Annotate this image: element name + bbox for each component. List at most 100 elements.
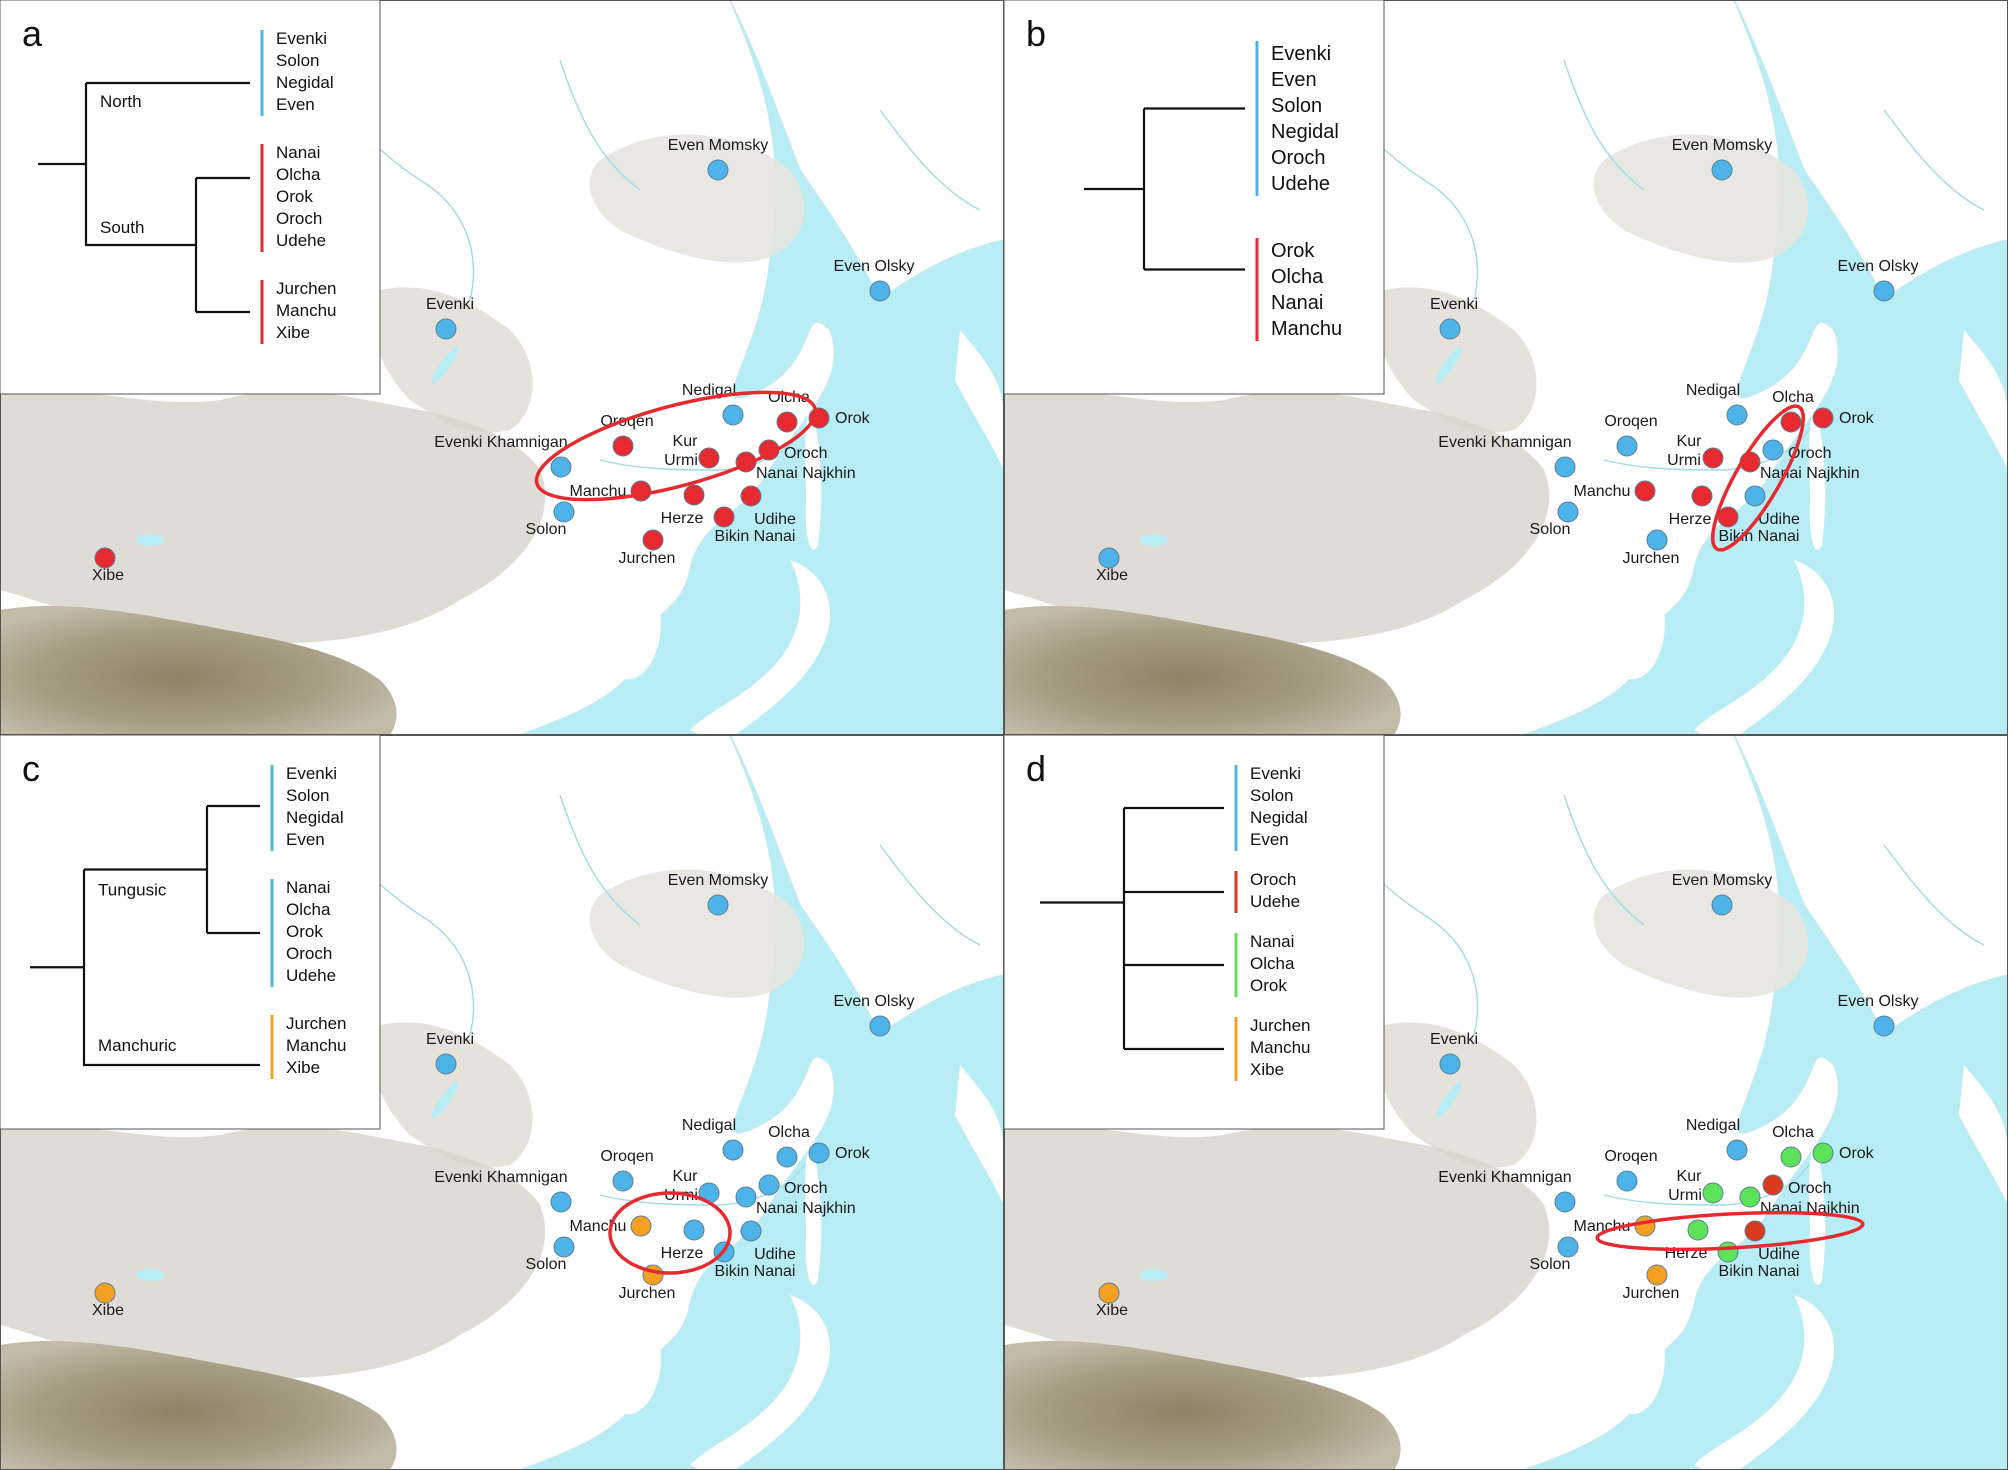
site-marker[interactable] [1717, 506, 1739, 528]
site-marker[interactable] [1726, 404, 1748, 426]
site-label: Evenki Khamnigan [434, 434, 567, 451]
clade-member-label: Solon [1271, 95, 1322, 117]
clade-member-label: Manchu [1250, 1038, 1310, 1057]
site-marker[interactable] [94, 547, 116, 569]
site-label: Oroch [1788, 445, 1832, 462]
site-marker[interactable] [1691, 485, 1713, 507]
site-marker[interactable] [642, 529, 664, 551]
mountains-tibet [0, 1340, 397, 1470]
site-marker[interactable] [1780, 411, 1802, 433]
site-marker[interactable] [1634, 1215, 1656, 1237]
site-marker[interactable] [1646, 1264, 1668, 1286]
site-marker[interactable] [630, 1215, 652, 1237]
site-marker[interactable] [1557, 501, 1579, 523]
mountains-tibet [1004, 605, 1401, 735]
highland-plateau [0, 1125, 546, 1379]
site-marker[interactable] [1634, 480, 1656, 502]
site-marker[interactable] [1726, 1139, 1748, 1161]
site-marker[interactable] [553, 1236, 575, 1258]
site-marker[interactable] [1554, 1191, 1576, 1213]
site-marker[interactable] [776, 411, 798, 433]
site-marker[interactable] [722, 404, 744, 426]
site-marker[interactable] [1873, 280, 1895, 302]
site-label: Kur [1677, 433, 1703, 450]
site-marker[interactable] [1762, 439, 1784, 461]
site-marker[interactable] [1702, 447, 1724, 469]
site-label: Evenki [426, 296, 474, 313]
clade-member-label: Jurchen [276, 279, 336, 298]
site-marker[interactable] [550, 456, 572, 478]
site-label: Herze [661, 510, 704, 527]
site-marker[interactable] [1554, 456, 1576, 478]
site-label: Jurchen [619, 550, 676, 567]
highland-verkhoyansk [589, 869, 805, 998]
panel-c: Even Momsky Even Olsky Evenki Nedigal Olcha O… [0, 735, 1004, 1470]
clade-member-label: Evenki [1250, 764, 1301, 783]
phylogeny-inset: c Evenki Solon Negidal Even Nanai Olcha Orok Oro… [0, 735, 381, 1130]
site-marker[interactable] [1744, 485, 1766, 507]
site-marker[interactable] [758, 1174, 780, 1196]
site-marker[interactable] [683, 1219, 705, 1241]
site-label: Solon [526, 1256, 567, 1273]
site-marker[interactable] [1557, 1236, 1579, 1258]
site-marker[interactable] [776, 1146, 798, 1168]
site-marker[interactable] [612, 435, 634, 457]
site-marker[interactable] [435, 318, 457, 340]
site-marker[interactable] [722, 1139, 744, 1161]
site-marker[interactable] [1873, 1015, 1895, 1037]
panel-letter: b [1026, 13, 1046, 54]
site-marker[interactable] [869, 1015, 891, 1037]
site-marker[interactable] [869, 280, 891, 302]
site-marker[interactable] [1098, 547, 1120, 569]
site-marker[interactable] [1702, 1182, 1724, 1204]
site-marker[interactable] [94, 1282, 116, 1304]
land-northeast [1733, 735, 2008, 1037]
site-marker[interactable] [707, 159, 729, 181]
site-label: Manchu [570, 1218, 627, 1235]
site-marker[interactable] [1616, 435, 1638, 457]
highland-plateau [0, 390, 546, 644]
site-marker[interactable] [1439, 1053, 1461, 1075]
site-marker[interactable] [1739, 1186, 1761, 1208]
site-label: Evenki [1430, 1031, 1478, 1048]
site-label: Xibe [92, 1302, 124, 1319]
site-marker[interactable] [707, 894, 729, 916]
clade-member-label: Orok [1271, 240, 1315, 262]
site-marker[interactable] [713, 506, 735, 528]
site-marker[interactable] [698, 447, 720, 469]
site-marker[interactable] [1687, 1219, 1709, 1241]
river-line [879, 109, 981, 211]
site-marker[interactable] [612, 1170, 634, 1192]
site-marker[interactable] [630, 480, 652, 502]
peninsula-korea [1615, 560, 1665, 680]
site-marker[interactable] [1646, 529, 1668, 551]
site-marker[interactable] [550, 1191, 572, 1213]
site-label: Bikin Nanai [715, 1263, 796, 1280]
clade-member-label: Oroch [276, 209, 322, 228]
site-label: Solon [1530, 1256, 1571, 1273]
clade-member-label: Olcha [286, 900, 331, 919]
site-label: Evenki Khamnigan [434, 1169, 567, 1186]
site-marker[interactable] [1717, 1241, 1739, 1263]
site-label: Oroqen [1604, 1148, 1657, 1165]
site-marker[interactable] [1616, 1170, 1638, 1192]
site-marker[interactable] [1098, 1282, 1120, 1304]
site-marker[interactable] [1762, 1174, 1784, 1196]
site-marker[interactable] [1711, 894, 1733, 916]
site-marker[interactable] [435, 1053, 457, 1075]
site-marker[interactable] [683, 484, 705, 506]
site-marker[interactable] [808, 1142, 830, 1164]
site-marker[interactable] [1812, 1142, 1834, 1164]
site-marker[interactable] [1780, 1146, 1802, 1168]
site-marker[interactable] [1744, 1220, 1766, 1242]
site-marker[interactable] [735, 1186, 757, 1208]
island-sakhalin [1809, 405, 1826, 550]
site-marker[interactable] [553, 501, 575, 523]
site-marker[interactable] [1439, 318, 1461, 340]
site-marker[interactable] [1812, 407, 1834, 429]
site-marker[interactable] [1711, 159, 1733, 181]
site-marker[interactable] [740, 485, 762, 507]
site-marker[interactable] [740, 1220, 762, 1242]
clade-label-tungusic: Tungusic [98, 881, 167, 900]
cluster-highlight-ring [608, 1191, 732, 1275]
